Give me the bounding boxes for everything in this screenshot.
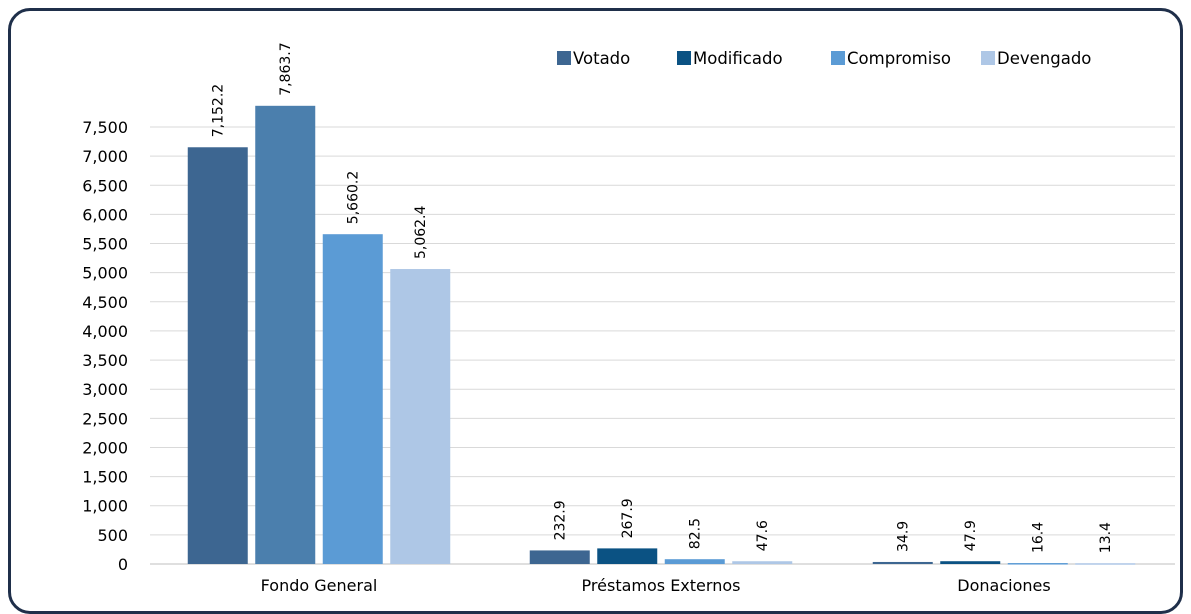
y-tick-label: 500 [97,526,128,545]
data-label: 5,062.4 [413,206,429,260]
y-tick-label: 5,500 [82,235,128,254]
bar-modificado-0 [255,106,315,564]
data-label: 47.9 [963,520,979,551]
bar-modificado-2 [940,561,1000,564]
x-category-label: Préstamos Externos [582,576,741,595]
bar-compromiso-1 [665,559,725,564]
legend-label: Modificado [693,49,783,68]
x-axis-categories: Fondo General Préstamos Externos Donacione… [261,576,1051,595]
data-label: 7,152.2 [211,84,227,137]
y-tick-label: 1,500 [82,468,128,487]
legend-swatch [557,51,571,65]
y-tick-label: 6,500 [82,176,128,195]
y-tick-label: 2,000 [82,438,128,457]
data-label: 13.4 [1098,522,1114,553]
data-label: 267.9 [620,498,636,538]
y-tick-label: 1,000 [82,497,128,516]
bar-devengado-0 [390,269,450,564]
y-tick-label: 3,000 [82,380,128,399]
data-label: 7,863.7 [278,42,294,95]
bar-devengado-1 [732,561,792,564]
data-label: 232.9 [553,500,569,540]
bar-votado-1 [530,550,590,564]
bar-modificado-1 [597,548,657,564]
y-axis-ticks: 0 500 1,000 1,500 2,000 2,500 3,000 3,500 4,000 4… [82,118,128,574]
bar-compromiso-2 [1008,563,1068,565]
legend: Votado Modificado Compromiso Devengado [557,49,1091,68]
y-tick-label: 3,500 [82,351,128,370]
legend-swatch [981,51,995,65]
legend-label: Compromiso [847,49,951,68]
data-label: 34.9 [896,521,912,552]
x-category-label: Fondo General [261,576,378,595]
y-tick-label: 4,000 [82,322,128,341]
legend-swatch [831,51,845,65]
y-tick-label: 7,500 [82,118,128,137]
bar-compromiso-0 [323,234,383,564]
x-category-label: Donaciones [957,576,1050,595]
data-label: 16.4 [1031,522,1047,553]
data-label: 82.5 [688,518,704,549]
y-tick-label: 2,500 [82,409,128,428]
bar-devengado-2 [1075,563,1135,565]
legend-swatch [677,51,691,65]
data-label: 5,660.2 [346,171,362,224]
data-label: 47.6 [755,520,771,551]
bars [188,106,1136,565]
y-tick-label: 4,500 [82,293,128,312]
y-tick-label: 0 [118,555,128,574]
y-tick-label: 5,000 [82,264,128,283]
legend-label: Votado [573,49,630,68]
bar-votado-0 [188,147,248,564]
legend-label: Devengado [997,49,1091,68]
y-tick-label: 6,000 [82,205,128,224]
y-tick-label: 7,000 [82,147,128,166]
bar-votado-2 [873,562,933,564]
